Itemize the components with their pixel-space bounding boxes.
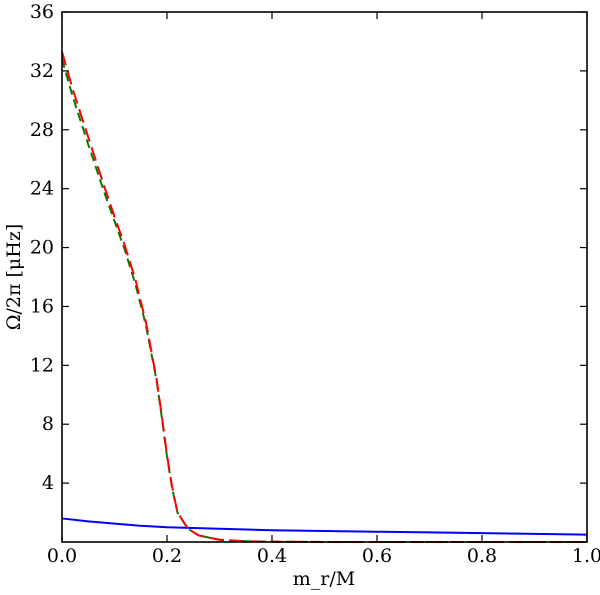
y-tick-label: 32 — [30, 60, 54, 82]
y-tick-label: 20 — [30, 237, 54, 259]
ticks-layer: 0.0 0.2 0.4 0.6 0.8 1.0 4 8 12 16 20 24 28 32 36 — [30, 1, 600, 567]
y-axis-label: Ω/2π [μHz] — [3, 224, 25, 331]
series-layer — [61, 51, 588, 543]
y-tick-label: 24 — [30, 178, 54, 200]
y-tick-label: 36 — [30, 1, 54, 23]
y-tick-label: 16 — [30, 295, 54, 317]
series-line-3 — [61, 51, 587, 543]
x-tick-label: 0.8 — [467, 545, 497, 567]
x-tick-label: 1.0 — [572, 545, 600, 567]
y-tick-label: 12 — [30, 354, 54, 376]
y-tick-label: 28 — [30, 119, 54, 141]
x-tick-label: 0.2 — [152, 545, 182, 567]
x-tick-label: 0.6 — [362, 545, 392, 567]
y-tick-label: 8 — [42, 413, 54, 435]
series-line-1 — [61, 517, 588, 536]
plot-frame — [61, 11, 588, 543]
y-tick-label: 4 — [42, 472, 54, 494]
series-line-2 — [61, 58, 587, 543]
x-axis-label: m_r/M — [293, 568, 355, 590]
x-tick-label: 0.0 — [47, 545, 77, 567]
x-tick-label: 0.4 — [257, 545, 287, 567]
